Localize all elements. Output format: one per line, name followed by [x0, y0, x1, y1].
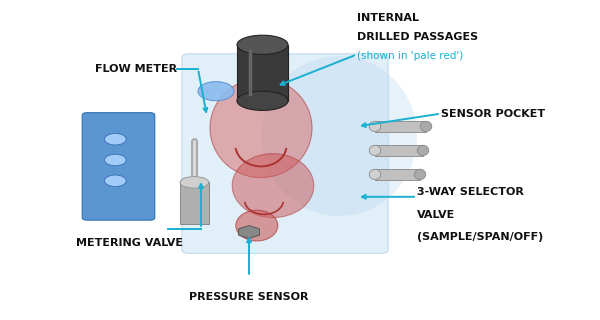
- Circle shape: [198, 82, 234, 101]
- Text: FLOW METER: FLOW METER: [95, 64, 177, 74]
- Text: 3-WAY SELECTOR: 3-WAY SELECTOR: [417, 187, 524, 197]
- Text: METERING VALVE: METERING VALVE: [76, 238, 182, 248]
- Ellipse shape: [237, 91, 288, 110]
- Ellipse shape: [369, 169, 381, 180]
- Ellipse shape: [180, 177, 209, 188]
- Text: VALVE: VALVE: [417, 210, 455, 220]
- Circle shape: [104, 175, 126, 187]
- Circle shape: [104, 154, 126, 166]
- Text: SENSOR POCKET: SENSOR POCKET: [441, 108, 545, 119]
- Bar: [180, 182, 209, 224]
- Bar: [375, 145, 423, 156]
- Ellipse shape: [369, 145, 381, 156]
- Ellipse shape: [261, 56, 417, 216]
- Ellipse shape: [420, 121, 432, 132]
- Ellipse shape: [369, 121, 381, 132]
- Bar: [375, 169, 420, 180]
- Text: PRESSURE SENSOR: PRESSURE SENSOR: [189, 292, 309, 302]
- Bar: [375, 121, 426, 132]
- Circle shape: [104, 133, 126, 145]
- Ellipse shape: [236, 210, 278, 241]
- Text: INTERNAL: INTERNAL: [357, 13, 419, 23]
- Text: (shown in 'pale red'): (shown in 'pale red'): [357, 51, 463, 61]
- Ellipse shape: [237, 35, 288, 54]
- FancyBboxPatch shape: [82, 113, 155, 220]
- Ellipse shape: [417, 145, 429, 156]
- FancyBboxPatch shape: [182, 54, 388, 253]
- Ellipse shape: [232, 154, 314, 218]
- Bar: [237, 45, 288, 101]
- Text: DRILLED PASSAGES: DRILLED PASSAGES: [357, 32, 478, 42]
- Text: (SAMPLE/SPAN/OFF): (SAMPLE/SPAN/OFF): [417, 232, 543, 242]
- Ellipse shape: [210, 78, 312, 178]
- Ellipse shape: [414, 169, 426, 180]
